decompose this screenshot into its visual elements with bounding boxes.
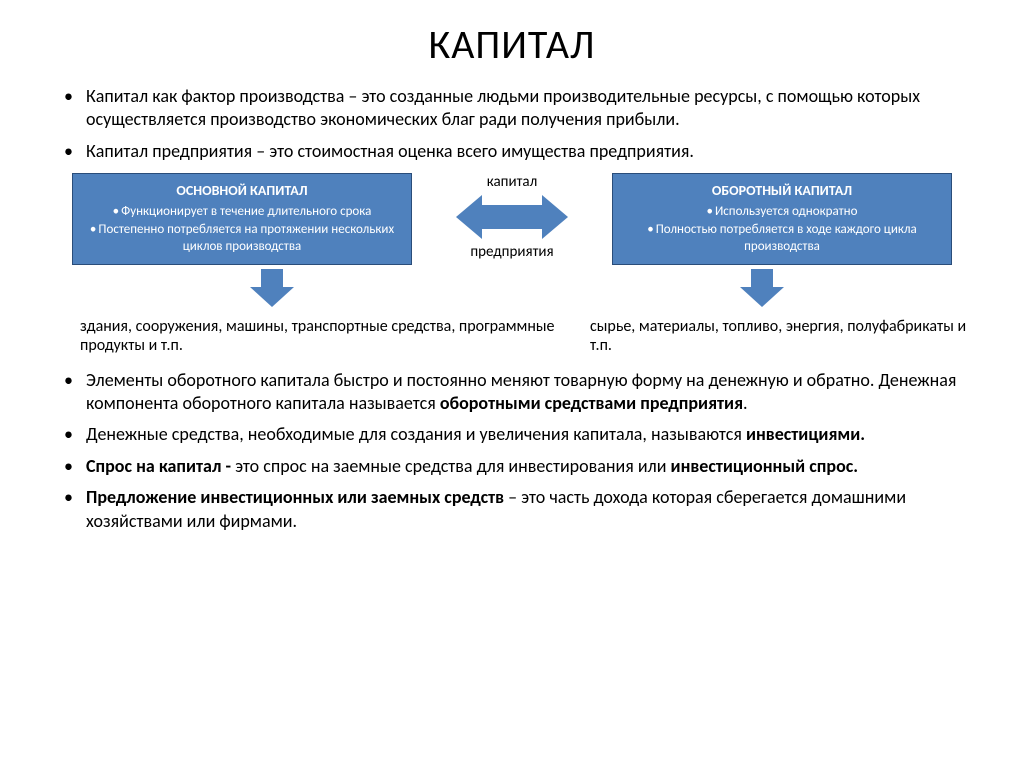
- b3-text-a: Спрос на капитал -: [86, 455, 235, 477]
- arrow-left-head: [456, 195, 482, 239]
- right-box-line2: Полностью потребляется в ходе каждого ци…: [623, 221, 941, 256]
- arrow-bar: [482, 205, 542, 229]
- right-capital-box: ОБОРОТНЫЙ КАПИТАЛ Используется однократн…: [612, 173, 952, 265]
- right-arrow-head: [740, 287, 784, 307]
- right-down-arrow-icon: [740, 269, 784, 307]
- left-arrow-stem: [261, 269, 283, 287]
- bottom-bullet-2: Денежные средства, необходимые для созда…: [64, 423, 984, 446]
- bottom-bullet-4: Предложение инвестиционных или заемных с…: [64, 486, 984, 533]
- page-title: КАПИТАЛ: [40, 20, 984, 69]
- top-bullet-1: Капитал как фактор производства – это со…: [64, 85, 984, 132]
- capital-diagram: ОСНОВНОЙ КАПИТАЛ Функционирует в течение…: [40, 173, 984, 265]
- left-down-arrow-icon: [250, 269, 294, 307]
- center-label-capital: капитал: [487, 173, 538, 191]
- b2-text-a: Денежные средства, необходимые для созда…: [86, 423, 746, 445]
- top-bullet-2: Капитал предприятия – это стоимостная оц…: [64, 140, 984, 163]
- bottom-bullet-1: Элементы оборотного капитала быстро и по…: [64, 369, 984, 416]
- center-label-enterprise: предприятия: [470, 243, 553, 261]
- bottom-bullet-list: Элементы оборотного капитала быстро и по…: [40, 369, 984, 533]
- bottom-bullet-3: Спрос на капитал - это спрос на заемные …: [64, 455, 984, 478]
- center-column: капитал предприятия: [412, 173, 612, 261]
- right-box-title: ОБОРОТНЫЙ КАПИТАЛ: [623, 182, 941, 201]
- top-bullet-list: Капитал как фактор производства – это со…: [40, 85, 984, 163]
- b3-text-b: это спрос на заемные средства для инвест…: [235, 455, 670, 477]
- left-box-line1: Функционирует в течение длительного срок…: [83, 203, 401, 221]
- example-left: здания, сооружения, машины, транспортные…: [80, 317, 590, 355]
- examples-row: здания, сооружения, машины, транспортные…: [40, 317, 984, 355]
- down-arrows-row: [40, 269, 984, 307]
- right-box-line1: Используется однократно: [623, 203, 941, 221]
- b1-text-c: .: [743, 392, 748, 414]
- left-capital-box: ОСНОВНОЙ КАПИТАЛ Функционирует в течение…: [72, 173, 412, 265]
- b4-text-a: Предложение инвестиционных или заемных с…: [86, 486, 504, 508]
- double-arrow-icon: [456, 195, 568, 239]
- right-arrow-stem: [751, 269, 773, 287]
- arrow-right-head: [542, 195, 568, 239]
- left-arrow-head: [250, 287, 294, 307]
- left-box-line2: Постепенно потребляется на протяжении не…: [83, 221, 401, 256]
- example-right: сырье, материалы, топливо, энергия, полу…: [590, 317, 984, 355]
- b2-text-b: инвестициями.: [746, 423, 865, 445]
- left-box-title: ОСНОВНОЙ КАПИТАЛ: [83, 182, 401, 201]
- b1-text-b: оборотными средствами предприятия: [440, 392, 743, 414]
- b3-text-c: инвестиционный спрос.: [671, 455, 859, 477]
